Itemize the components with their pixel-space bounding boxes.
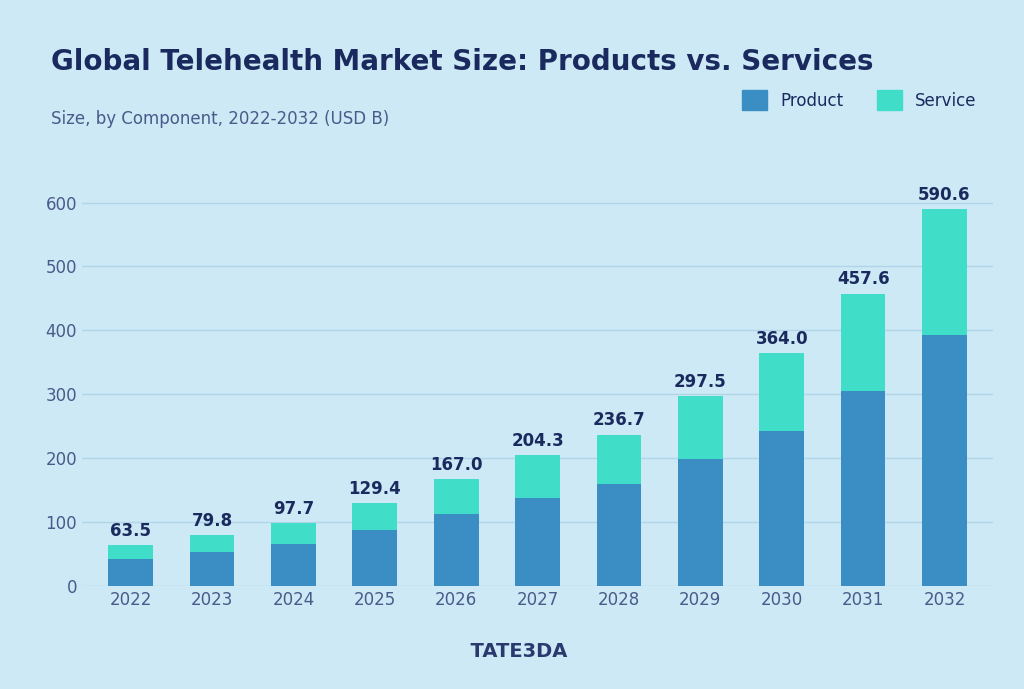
Text: 236.7: 236.7 (593, 411, 645, 429)
Text: 129.4: 129.4 (348, 480, 401, 498)
Legend: Product, Service: Product, Service (733, 82, 985, 119)
Bar (434, 514, 478, 586)
Bar (109, 559, 154, 586)
Text: Size, by Component, 2022-2032 (USD B): Size, by Component, 2022-2032 (USD B) (51, 110, 389, 128)
Bar (189, 535, 234, 552)
Text: 364.0: 364.0 (756, 330, 808, 348)
Bar (271, 523, 315, 544)
Bar (922, 209, 967, 335)
Bar (352, 530, 397, 586)
Bar (434, 479, 478, 514)
Text: 297.5: 297.5 (674, 373, 727, 391)
Text: 457.6: 457.6 (837, 271, 890, 289)
Bar (760, 431, 804, 586)
Text: 167.0: 167.0 (430, 456, 482, 474)
Text: 204.3: 204.3 (511, 432, 564, 450)
Bar (352, 503, 397, 530)
Bar (841, 391, 886, 586)
Bar (597, 435, 641, 484)
Bar (678, 460, 723, 586)
Bar (922, 335, 967, 586)
Bar (271, 544, 315, 586)
Text: 97.7: 97.7 (272, 500, 314, 518)
Text: 63.5: 63.5 (111, 522, 152, 540)
Bar (597, 484, 641, 586)
Bar (189, 552, 234, 586)
Bar (760, 353, 804, 431)
Bar (109, 545, 154, 559)
Text: Global Telehealth Market Size: Products vs. Services: Global Telehealth Market Size: Products … (51, 48, 873, 76)
Text: TATE3DA: TATE3DA (457, 642, 567, 661)
Bar (515, 498, 560, 586)
Text: 590.6: 590.6 (919, 185, 971, 203)
Text: 79.8: 79.8 (191, 512, 232, 530)
Bar (678, 395, 723, 460)
Bar (841, 294, 886, 391)
Bar (515, 455, 560, 498)
